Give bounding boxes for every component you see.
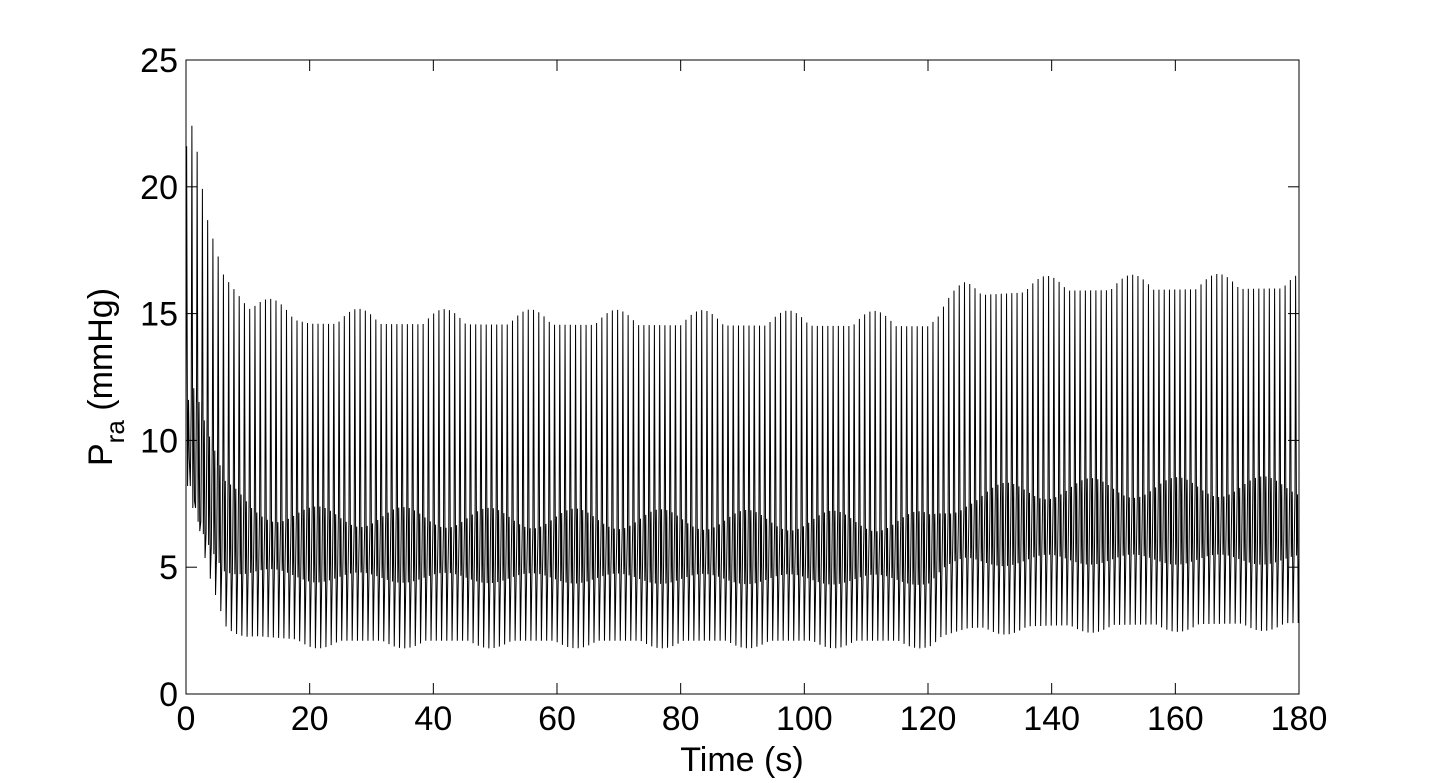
y-tick-label: 0	[159, 676, 178, 714]
y-tick-label: 5	[159, 549, 178, 587]
y-tick-label: 25	[140, 42, 178, 80]
y-axis-label-unit: (mmHg)	[82, 288, 120, 420]
x-tick-label: 0	[177, 700, 196, 738]
x-tick-label: 120	[900, 700, 957, 738]
x-tick-label: 40	[414, 700, 452, 738]
y-axis-label: Pra (mmHg)	[82, 288, 130, 466]
x-tick-label: 20	[291, 700, 329, 738]
y-tick-label: 15	[140, 296, 178, 334]
y-tick-label: 20	[140, 169, 178, 207]
x-tick-label: 100	[776, 700, 833, 738]
pressure-series-line	[185, 125, 1300, 649]
axes-box	[185, 59, 1300, 695]
y-tick-label: 10	[140, 422, 178, 460]
y-ticks: 0 5 10 15 20 25	[140, 42, 1299, 714]
x-tick-label: 80	[662, 700, 700, 738]
y-axis-label-subscript: ra	[100, 420, 130, 444]
y-axis-label-main: P	[82, 443, 120, 466]
x-tick-label: 160	[1147, 700, 1204, 738]
x-ticks: 0 20 40 60 80 100 120 140 160 180	[177, 60, 1328, 738]
x-tick-label: 60	[538, 700, 576, 738]
x-tick-label: 140	[1023, 700, 1080, 738]
x-tick-label: 180	[1271, 700, 1328, 738]
x-axis-label: Time (s)	[680, 741, 803, 779]
signal-trace	[185, 125, 1300, 649]
